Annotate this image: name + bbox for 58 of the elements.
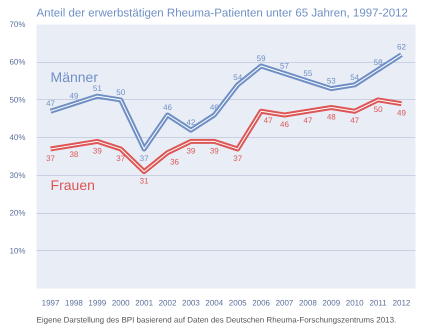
data-label: 46 [163,103,173,112]
x-tick-label: 1997 [42,298,60,308]
x-tick-label: 2012 [392,298,411,308]
data-label: 53 [326,76,336,86]
data-label: 49 [397,108,406,118]
x-tick-label: 2001 [135,298,154,308]
data-label: 62 [397,42,406,52]
y-tick-label: 20% [9,208,26,218]
x-tick-label: 2002 [158,298,177,308]
data-label: 55 [303,69,313,78]
x-tick-label: 2006 [252,298,271,308]
y-tick-label: 40% [9,133,26,142]
data-label: 51 [92,84,102,94]
data-label: 57 [280,62,290,71]
data-label: 46 [280,120,290,130]
x-tick-label: 2011 [369,298,388,308]
data-label: 54 [233,72,243,82]
y-tick-label: 60% [9,58,26,67]
text: Eigene Darstellung des BPI basierend auf Daten des Deutschen Rheuma-Forschungszentrums 2013. [36,316,396,324]
data-label: 54 [350,72,360,82]
x-tick-label: 2007 [276,298,294,308]
x-tick-label: 2009 [322,298,341,308]
data-label: 39 [210,146,220,156]
y-tick-label: 70% [9,20,26,29]
data-label: 39 [92,146,102,156]
data-label: 59 [256,54,266,63]
data-label: 49 [69,92,79,101]
x-tick-label: 1998 [65,298,84,308]
data-label: 37 [140,154,150,163]
data-label: 58 [374,58,384,67]
data-label: 47 [264,116,274,126]
x-tick-label: 2004 [205,298,224,308]
y-tick-label: 30% [9,170,26,180]
data-label: 50 [374,104,384,114]
x-tick-label: 2003 [182,298,200,308]
series-label: Frauen [50,176,95,193]
data-label: 50 [116,88,126,97]
y-tick-label: 50% [9,95,26,104]
x-tick-label: 2008 [298,298,318,308]
data-label: 37 [46,154,56,163]
chart-title: Anteil der erwerbstätigen Rheuma-Patienten unter 65 Jahren, 1997-2012 [36,8,408,20]
x-tick-label: 2010 [346,298,364,308]
data-label: 47 [350,116,360,126]
data-label: 37 [233,154,243,163]
data-label: 47 [303,116,313,126]
data-label: 39 [186,146,196,156]
x-tick-label: 2005 [228,298,248,308]
series-label: Männer [50,69,98,86]
data-label: 36 [170,158,180,167]
data-label: 42 [186,118,196,128]
x-tick-label: 2000 [112,298,130,308]
y-tick-label: 10% [9,246,26,256]
data-label: 31 [140,176,150,186]
x-tick-label: 1999 [88,298,107,308]
data-label: 37 [116,154,126,163]
data-label: 47 [46,99,56,108]
data-label: 38 [69,150,79,160]
data-label: 48 [326,112,336,122]
